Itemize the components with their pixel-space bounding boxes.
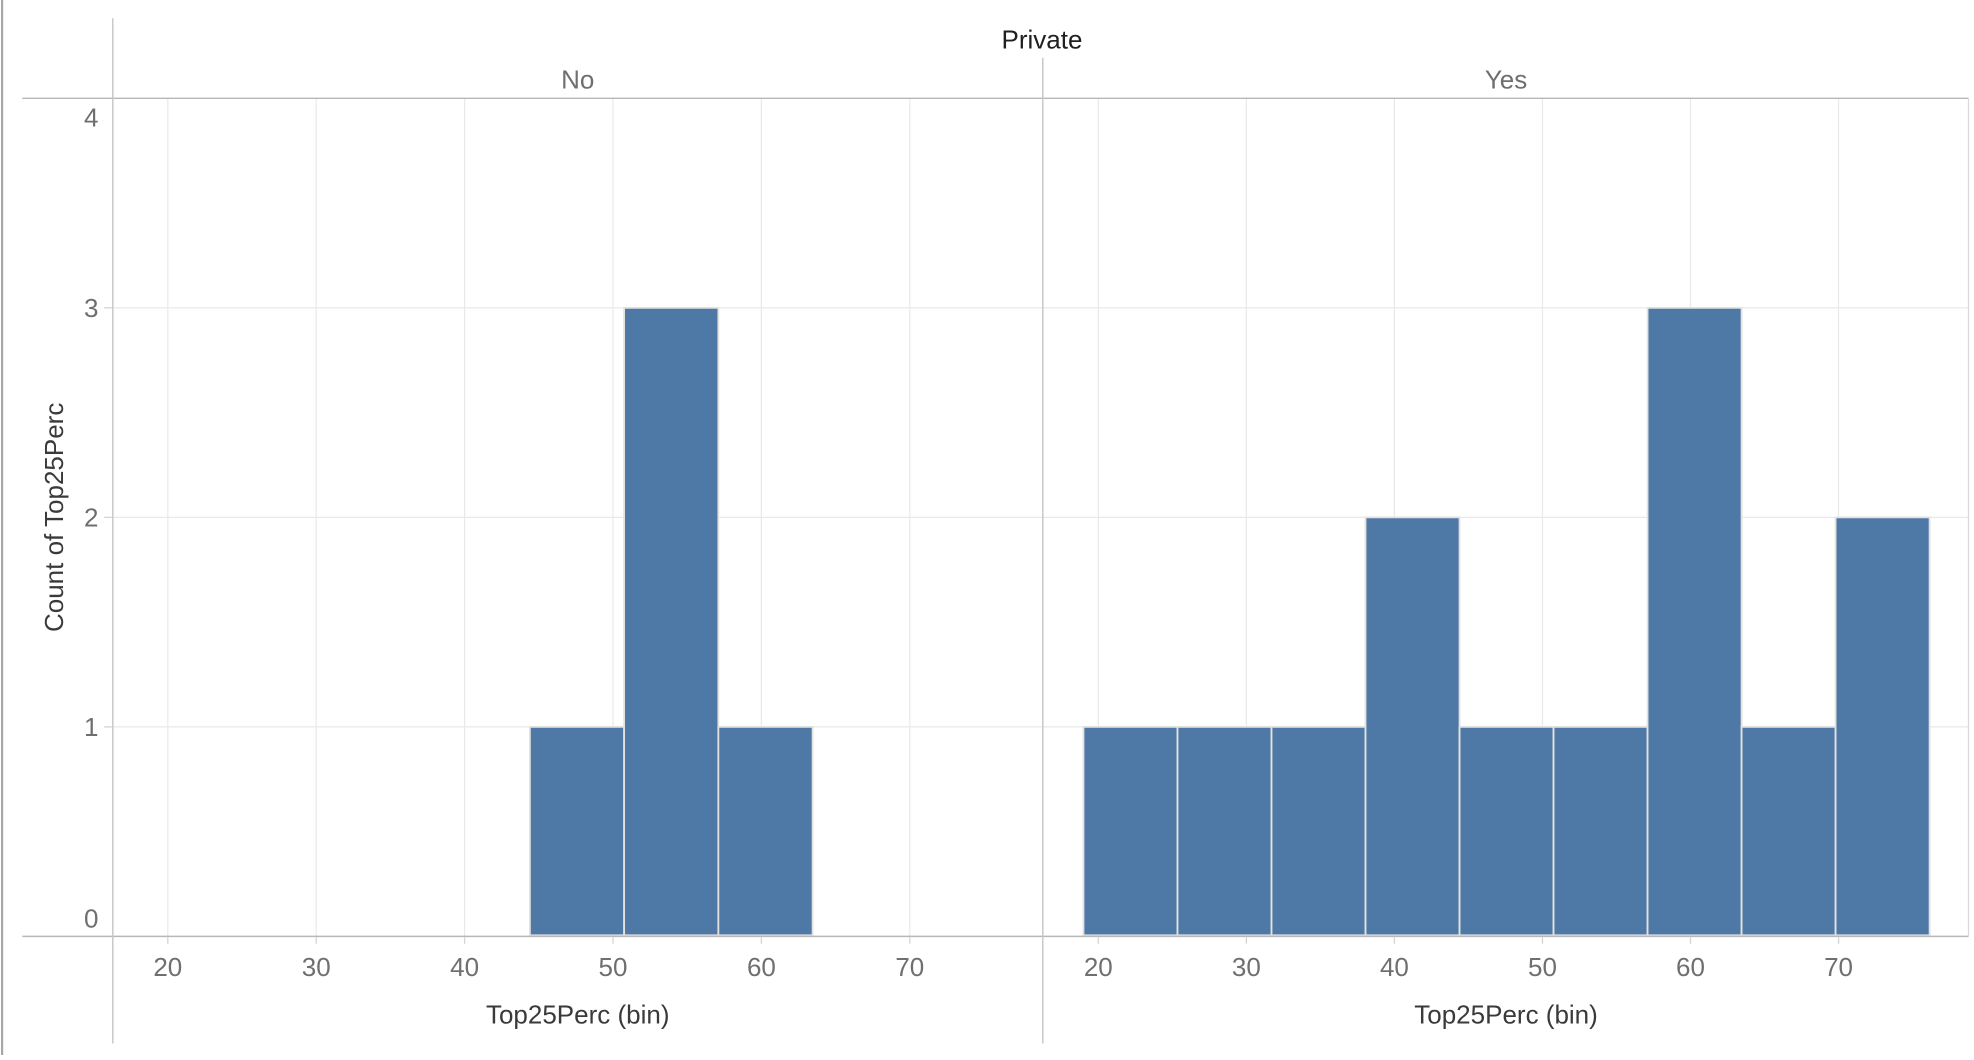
- x-tick-label: 70: [895, 952, 924, 982]
- y-tick-label: 0: [84, 903, 98, 933]
- x-tick-label: 40: [1380, 952, 1409, 982]
- histogram-bar[interactable]: [528, 725, 626, 937]
- histogram-bar[interactable]: [1082, 725, 1179, 937]
- x-tick-label: 20: [1084, 952, 1113, 982]
- histogram-bar[interactable]: [1740, 725, 1837, 937]
- y-tick-label: 3: [84, 293, 98, 323]
- x-axis-title-left: Top25Perc (bin): [486, 1000, 670, 1030]
- histogram-bar[interactable]: [1646, 306, 1743, 937]
- histogram-bar[interactable]: [1270, 725, 1367, 937]
- histogram-bar[interactable]: [1176, 725, 1273, 937]
- histogram-bar[interactable]: [1552, 725, 1649, 937]
- tick-labels-layer: 20 30 40 50 60 70 20 30 40 50 60 70 0 1 2 3 4: [84, 102, 1853, 982]
- x-tick-label: 50: [599, 952, 628, 982]
- y-tick-label: 1: [84, 712, 98, 742]
- histogram-bar[interactable]: [717, 725, 814, 937]
- x-tick-label: 60: [1676, 952, 1705, 982]
- x-tick-label: 60: [747, 952, 776, 982]
- y-axis-title: Count of Top25Perc: [39, 403, 69, 632]
- x-tick-label: 30: [1232, 952, 1261, 982]
- pane-header-no: No: [561, 64, 594, 94]
- histogram-bar[interactable]: [1834, 516, 1931, 937]
- histogram-bar[interactable]: [623, 306, 720, 937]
- x-tick-label: 50: [1528, 952, 1557, 982]
- histogram-bar[interactable]: [1458, 725, 1555, 937]
- x-tick-label: 70: [1824, 952, 1853, 982]
- histogram-bar[interactable]: [1364, 516, 1461, 937]
- ticks-layer: [104, 307, 1840, 944]
- x-axis-title-right: Top25Perc (bin): [1414, 1000, 1598, 1030]
- window-edge-line: [1, 0, 4, 1055]
- pane-header-yes: Yes: [1485, 64, 1527, 94]
- y-tick-label: 2: [84, 502, 98, 532]
- column-field-title: Private: [1002, 25, 1083, 55]
- x-tick-label: 20: [153, 952, 182, 982]
- y-tick-label: 4: [84, 102, 98, 132]
- x-tick-label: 40: [450, 952, 479, 982]
- bars-layer: [528, 306, 1931, 937]
- x-tick-label: 30: [302, 952, 331, 982]
